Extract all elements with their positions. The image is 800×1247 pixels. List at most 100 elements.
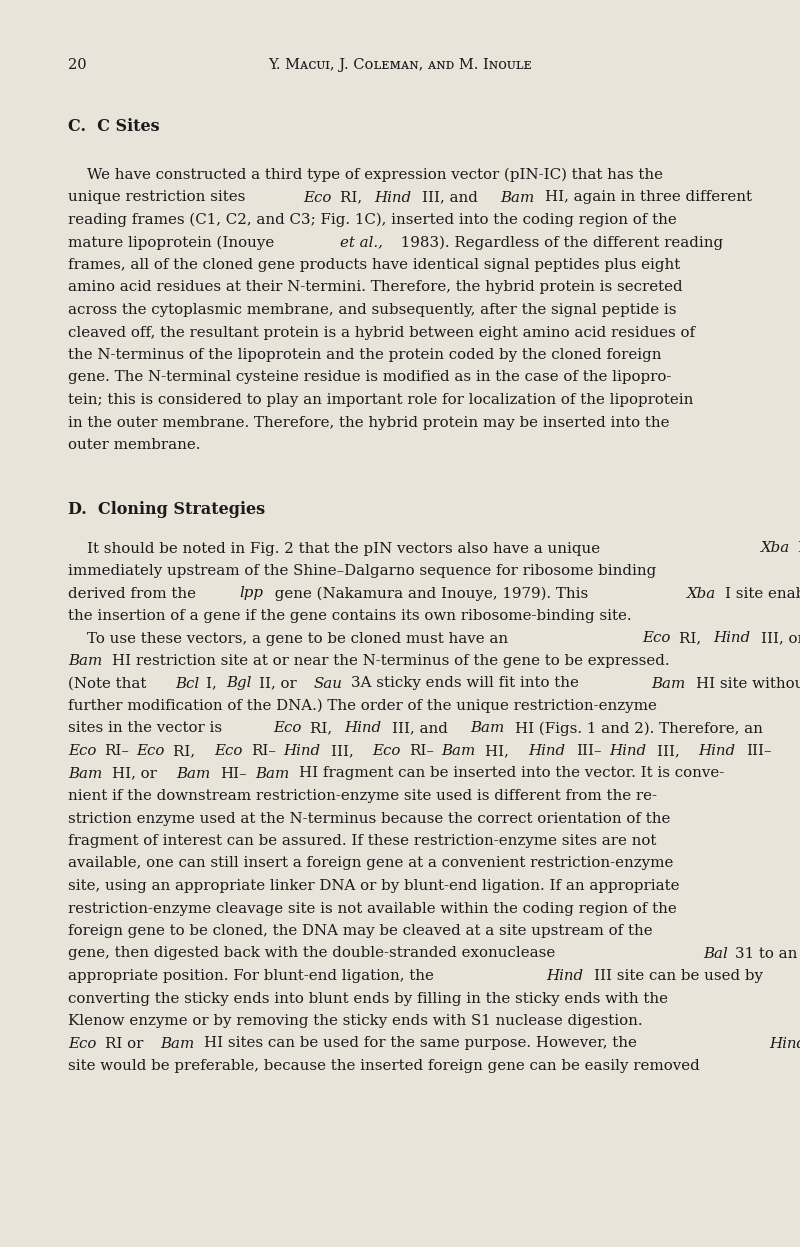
Text: Hind: Hind bbox=[714, 631, 750, 646]
Text: II, or: II, or bbox=[259, 677, 302, 691]
Text: RI,: RI, bbox=[310, 722, 337, 736]
Text: III, or: III, or bbox=[762, 631, 800, 646]
Text: III site can be used by: III site can be used by bbox=[594, 969, 763, 983]
Text: Bam: Bam bbox=[651, 677, 686, 691]
Text: Eco: Eco bbox=[273, 722, 302, 736]
Text: Eco: Eco bbox=[303, 191, 331, 205]
Text: foreign gene to be cloned, the DNA may be cleaved at a site upstream of the: foreign gene to be cloned, the DNA may b… bbox=[68, 924, 653, 938]
Text: RI,: RI, bbox=[678, 631, 706, 646]
Text: lpp: lpp bbox=[239, 586, 263, 601]
Text: Xba: Xba bbox=[761, 541, 790, 555]
Text: Eco: Eco bbox=[137, 744, 165, 758]
Text: RI–: RI– bbox=[409, 744, 434, 758]
Text: HI–: HI– bbox=[221, 767, 247, 781]
Text: (Note that: (Note that bbox=[68, 677, 151, 691]
Text: in the outer membrane. Therefore, the hybrid protein may be inserted into the: in the outer membrane. Therefore, the hy… bbox=[68, 415, 670, 429]
Text: RI,: RI, bbox=[174, 744, 205, 758]
Text: Bam: Bam bbox=[441, 744, 475, 758]
Text: HI site without: HI site without bbox=[695, 677, 800, 691]
Text: site would be preferable, because the inserted foreign gene can be easily remove: site would be preferable, because the in… bbox=[68, 1059, 700, 1072]
Text: Sau: Sau bbox=[314, 677, 343, 691]
Text: III, and: III, and bbox=[392, 722, 453, 736]
Text: C.  C Sites: C. C Sites bbox=[68, 118, 160, 135]
Text: unique restriction sites: unique restriction sites bbox=[68, 191, 250, 205]
Text: Hind: Hind bbox=[344, 722, 382, 736]
Text: HI restriction site at or near the N-terminus of the gene to be expressed.: HI restriction site at or near the N-ter… bbox=[112, 653, 670, 668]
Text: gene. The N-terminal cysteine residue is modified as in the case of the lipopro-: gene. The N-terminal cysteine residue is… bbox=[68, 370, 671, 384]
Text: Hind: Hind bbox=[528, 744, 566, 758]
Text: Hind: Hind bbox=[283, 744, 320, 758]
Text: III, and: III, and bbox=[422, 191, 483, 205]
Text: RI–: RI– bbox=[105, 744, 130, 758]
Text: striction enzyme used at the N-terminus because the correct orientation of the: striction enzyme used at the N-terminus … bbox=[68, 812, 670, 826]
Text: site, using an appropriate linker DNA or by blunt-end ligation. If an appropriat: site, using an appropriate linker DNA or… bbox=[68, 879, 679, 893]
Text: HI, or: HI, or bbox=[112, 767, 162, 781]
Text: Bal: Bal bbox=[703, 946, 727, 960]
Text: Hind: Hind bbox=[374, 191, 411, 205]
Text: Y. Mᴀᴄᴜɪ, J. Cᴏʟᴇᴍᴀɴ, ᴀɴᴅ M. Iɴᴏᴜʟᴇ: Y. Mᴀᴄᴜɪ, J. Cᴏʟᴇᴍᴀɴ, ᴀɴᴅ M. Iɴᴏᴜʟᴇ bbox=[268, 59, 532, 72]
Text: sites in the vector is: sites in the vector is bbox=[68, 722, 227, 736]
Text: Bam: Bam bbox=[254, 767, 289, 781]
Text: Bam: Bam bbox=[501, 191, 534, 205]
Text: 31 to an: 31 to an bbox=[734, 946, 797, 960]
Text: HI, again in three different: HI, again in three different bbox=[545, 191, 752, 205]
Text: immediately upstream of the Shine–Dalgarno sequence for ribosome binding: immediately upstream of the Shine–Dalgar… bbox=[68, 564, 656, 579]
Text: appropriate position. For blunt-end ligation, the: appropriate position. For blunt-end liga… bbox=[68, 969, 438, 983]
Text: mature lipoprotein (Inouye: mature lipoprotein (Inouye bbox=[68, 236, 279, 249]
Text: Bgl: Bgl bbox=[226, 677, 252, 691]
Text: converting the sticky ends into blunt ends by filling in the sticky ends with th: converting the sticky ends into blunt en… bbox=[68, 991, 668, 1005]
Text: III–: III– bbox=[576, 744, 602, 758]
Text: the N-terminus of the lipoprotein and the protein coded by the cloned foreign: the N-terminus of the lipoprotein and th… bbox=[68, 348, 662, 362]
Text: Eco: Eco bbox=[214, 744, 242, 758]
Text: III,: III, bbox=[657, 744, 690, 758]
Text: gene, then digested back with the double-stranded exonuclease: gene, then digested back with the double… bbox=[68, 946, 560, 960]
Text: Bam: Bam bbox=[470, 722, 505, 736]
Text: III–: III– bbox=[746, 744, 772, 758]
Text: cleaved off, the resultant protein is a hybrid between eight amino acid residues: cleaved off, the resultant protein is a … bbox=[68, 325, 695, 339]
Text: derived from the: derived from the bbox=[68, 586, 201, 601]
Text: Eco: Eco bbox=[372, 744, 401, 758]
Text: 1983). Regardless of the different reading: 1983). Regardless of the different readi… bbox=[395, 236, 722, 249]
Text: It should be noted in Fig. 2 that the pIN vectors also have a unique: It should be noted in Fig. 2 that the pI… bbox=[68, 541, 605, 555]
Text: gene (Nakamura and Inouye, 1979). This: gene (Nakamura and Inouye, 1979). This bbox=[270, 586, 594, 601]
Text: Hind: Hind bbox=[546, 969, 583, 983]
Text: the insertion of a gene if the gene contains its own ribosome-binding site.: the insertion of a gene if the gene cont… bbox=[68, 609, 632, 624]
Text: tein; this is considered to play an important role for localization of the lipop: tein; this is considered to play an impo… bbox=[68, 393, 694, 407]
Text: Bam: Bam bbox=[176, 767, 210, 781]
Text: across the cytoplasmic membrane, and subsequently, after the signal peptide is: across the cytoplasmic membrane, and sub… bbox=[68, 303, 677, 317]
Text: frames, all of the cloned gene products have identical signal peptides plus eigh: frames, all of the cloned gene products … bbox=[68, 258, 680, 272]
Text: Bam: Bam bbox=[160, 1036, 194, 1050]
Text: We have constructed a third type of expression vector (pIN-IC) that has the: We have constructed a third type of expr… bbox=[68, 168, 663, 182]
Text: Hind: Hind bbox=[698, 744, 736, 758]
Text: restriction-enzyme cleavage site is not available within the coding region of th: restriction-enzyme cleavage site is not … bbox=[68, 902, 677, 915]
Text: Bam: Bam bbox=[68, 767, 102, 781]
Text: available, one can still insert a foreign gene at a convenient restriction-enzym: available, one can still insert a foreig… bbox=[68, 857, 674, 870]
Text: RI–: RI– bbox=[250, 744, 276, 758]
Text: Eco: Eco bbox=[68, 744, 96, 758]
Text: Xba: Xba bbox=[687, 586, 716, 601]
Text: To use these vectors, a gene to be cloned must have an: To use these vectors, a gene to be clone… bbox=[68, 631, 513, 646]
Text: HI,: HI, bbox=[486, 744, 518, 758]
Text: HI fragment can be inserted into the vector. It is conve-: HI fragment can be inserted into the vec… bbox=[299, 767, 724, 781]
Text: RI or: RI or bbox=[105, 1036, 148, 1050]
Text: Hind: Hind bbox=[769, 1036, 800, 1050]
Text: reading frames (C1, C2, and C3; Fig. 1C), inserted into the coding region of the: reading frames (C1, C2, and C3; Fig. 1C)… bbox=[68, 213, 677, 227]
Text: Klenow enzyme or by removing the sticky ends with S1 nuclease digestion.: Klenow enzyme or by removing the sticky … bbox=[68, 1014, 642, 1028]
Text: 3A sticky ends will fit into the: 3A sticky ends will fit into the bbox=[351, 677, 584, 691]
Text: outer membrane.: outer membrane. bbox=[68, 438, 201, 451]
Text: HI sites can be used for the same purpose. However, the: HI sites can be used for the same purpos… bbox=[205, 1036, 642, 1050]
Text: Eco: Eco bbox=[68, 1036, 96, 1050]
Text: Hind: Hind bbox=[609, 744, 646, 758]
Text: Bam: Bam bbox=[68, 653, 102, 668]
Text: III,: III, bbox=[330, 744, 363, 758]
Text: I site enables: I site enables bbox=[725, 586, 800, 601]
Text: Eco: Eco bbox=[642, 631, 670, 646]
Text: Bcl: Bcl bbox=[175, 677, 199, 691]
Text: nient if the downstream restriction-enzyme site used is different from the re-: nient if the downstream restriction-enzy… bbox=[68, 789, 657, 803]
Text: 20: 20 bbox=[68, 59, 86, 72]
Text: D.  Cloning Strategies: D. Cloning Strategies bbox=[68, 501, 265, 518]
Text: HI (Figs. 1 and 2). Therefore, an: HI (Figs. 1 and 2). Therefore, an bbox=[514, 722, 762, 736]
Text: further modification of the DNA.) The order of the unique restriction-enzyme: further modification of the DNA.) The or… bbox=[68, 700, 657, 713]
Text: et al.,: et al., bbox=[340, 236, 383, 249]
Text: I site: I site bbox=[798, 541, 800, 555]
